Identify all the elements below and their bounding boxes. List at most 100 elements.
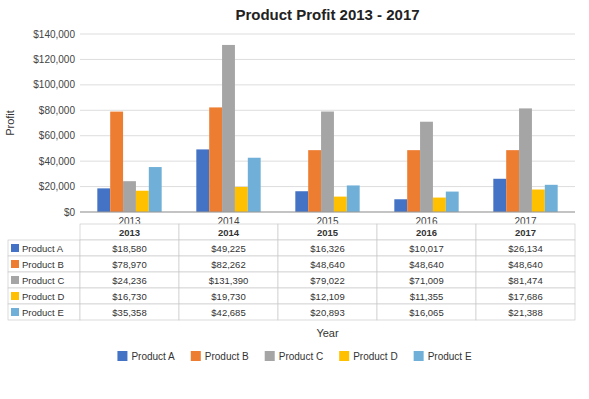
bar [110,112,123,212]
legend-item: Product E [414,351,472,362]
table-cell [8,272,80,288]
grid-line [80,34,575,35]
table-cell [476,288,575,304]
legend-label: Product E [428,351,472,362]
bar [295,191,308,212]
table-value: $21,388 [508,307,542,318]
legend-label: Product A [131,351,175,362]
table-row-swatch [11,292,19,300]
y-tick-label: $80,000 [39,105,76,116]
bar [209,107,222,212]
bar [136,191,149,212]
table-cell [80,304,179,320]
table-value: $11,355 [410,291,444,302]
table-value: $16,730 [112,291,146,302]
table-header: 2015 [317,227,339,238]
table-row-label: Product E [22,307,64,318]
table-cell [278,304,377,320]
table-cell [278,224,377,240]
bar [394,199,407,212]
table-cell [377,240,476,256]
table-cell [476,272,575,288]
table-value: $48,640 [508,259,542,270]
table-cell [179,288,278,304]
title: Product Profit 2013 - 2017 [235,6,419,23]
table-value: $81,474 [508,275,542,286]
table-value: $42,685 [211,307,245,318]
table-cell [476,304,575,320]
table-row-label: Product B [22,259,64,270]
grid-line [80,212,575,213]
bar [321,112,334,212]
table-cell [377,272,476,288]
table-cell [377,256,476,272]
table-cell [179,224,278,240]
table-cell [278,240,377,256]
legend-item: Product C [265,351,323,362]
grid-line [80,110,575,111]
bar [248,158,261,212]
table-value: $48,640 [409,259,443,270]
table-value: $12,109 [310,291,344,302]
table-cell [476,256,575,272]
table-value: $20,893 [310,307,344,318]
bar [433,198,446,212]
table-cell [278,256,377,272]
table-row-swatch [11,244,19,252]
table-cell [80,240,179,256]
table-cell [377,224,476,240]
legend-swatch [117,351,127,361]
legend-item: Product B [191,351,249,362]
bar [123,181,136,212]
table-value: $82,262 [211,259,245,270]
bar [222,45,235,212]
bar [493,179,506,212]
bar [506,150,519,212]
bars [97,45,557,212]
table-cell [278,288,377,304]
table-value: $17,686 [508,291,542,302]
table-value: $26,134 [508,243,542,254]
table-value: $48,640 [310,259,344,270]
table-value: $71,009 [409,275,443,286]
legend-swatch [265,351,275,361]
table-row-label: Product C [22,275,64,286]
table-cell [80,288,179,304]
table-cell [8,240,80,256]
legend: Product A Product B Product C Product D Prod… [117,351,471,362]
legend-label: Product C [279,351,323,362]
legend-swatch [339,351,349,361]
bar [545,185,558,212]
legend-item: Product D [339,351,397,362]
legend-item: Product A [117,351,175,362]
y-tick-label: $60,000 [39,130,76,141]
table-cell [179,304,278,320]
bar [407,150,420,212]
y-tick-label: $0 [64,207,76,218]
table-cell [80,256,179,272]
grid-line [80,59,575,60]
table-cell [179,256,278,272]
table-cell [179,272,278,288]
table-cell [476,224,575,240]
table-cell [8,288,80,304]
y-tick-label: $140,000 [33,29,75,40]
table-row-label: Product D [22,291,64,302]
table-value: $19,730 [211,291,245,302]
table-cell [80,224,179,240]
legend-label: Product D [353,351,397,362]
table-header: 2014 [218,227,240,238]
table-value: $24,236 [112,275,146,286]
grid-line [80,84,575,85]
table-row-label: Product A [22,243,64,254]
bar [334,197,347,212]
table-cell [80,272,179,288]
table-value: $35,358 [112,307,146,318]
table-cell [8,304,80,320]
bar [532,190,545,212]
table-cell [476,240,575,256]
table-value: $16,326 [310,243,344,254]
table-header: 2016 [416,227,437,238]
table-value: $10,017 [409,243,443,254]
table-value: $78,970 [112,259,146,270]
